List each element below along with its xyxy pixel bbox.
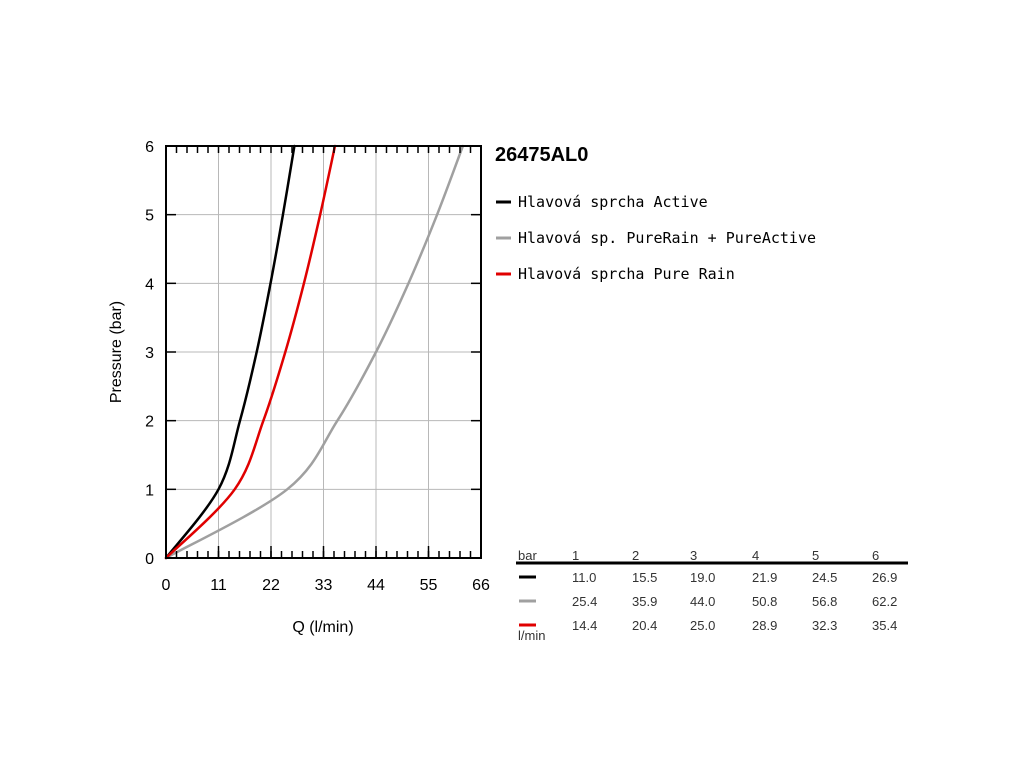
series-curves [164, 144, 465, 560]
table-cell: 20.4 [632, 618, 657, 633]
y-tick-label: 6 [145, 139, 154, 156]
table-cell: 44.0 [690, 594, 715, 609]
table-cell: 50.8 [752, 594, 777, 609]
table-cell: 32.3 [812, 618, 837, 633]
x-axis-label: Q (l/min) [292, 619, 353, 636]
table-cell: 25.0 [690, 618, 715, 633]
table-cell: 26.9 [872, 570, 897, 585]
y-tick-label: 4 [145, 276, 154, 293]
x-tick-label: 0 [162, 577, 171, 594]
legend-label-1: Hlavová sprcha Active [518, 193, 708, 211]
table-cell: 19.0 [690, 570, 715, 585]
table-cell: 24.5 [812, 570, 837, 585]
x-tick-label: 11 [210, 577, 227, 594]
chart-title: 26475AL0 [495, 144, 588, 166]
table-cell: 62.2 [872, 594, 897, 609]
x-tick-label: 55 [420, 577, 438, 594]
table-header-unit: bar [518, 548, 537, 563]
legend-label-2: Hlavová sp. PureRain + PureActive [518, 229, 816, 247]
y-tick-label: 0 [145, 551, 154, 568]
table-unit-label: l/min [518, 628, 545, 643]
table-cell: 56.8 [812, 594, 837, 609]
legend-label-3: Hlavová sprcha Pure Rain [518, 265, 735, 283]
table-header-cell: 6 [872, 548, 879, 563]
series-line-1 [164, 144, 296, 560]
data-table: bar 1 2 3 4 5 6 11.0 15.5 19.0 21.9 24.5 26.9 25.4 35.… [516, 548, 908, 643]
x-tick-label: 44 [367, 577, 385, 594]
series-line-3 [164, 144, 337, 560]
x-tick-label: 22 [262, 577, 280, 594]
table-cell: 35.9 [632, 594, 657, 609]
series-line-2 [164, 144, 465, 560]
x-tick-label: 33 [315, 577, 333, 594]
table-cell: 25.4 [572, 594, 597, 609]
y-tick-label: 3 [145, 345, 154, 362]
table-header-cell: 1 [572, 548, 579, 563]
x-tick-label: 66 [472, 577, 490, 594]
table-header-cell: 4 [752, 548, 759, 563]
tick-labels: 0 11 22 33 44 55 66 0 1 2 3 4 5 6 [145, 139, 490, 594]
table-header-cell: 5 [812, 548, 819, 563]
table-cell: 21.9 [752, 570, 777, 585]
y-axis-label: Pressure (bar) [108, 301, 125, 403]
axis-ticks [165, 145, 482, 559]
table-cell: 28.9 [752, 618, 777, 633]
legend: Hlavová sprcha Active Hlavová sp. PureRai… [496, 193, 816, 283]
table-header-cell: 2 [632, 548, 639, 563]
table-cell: 14.4 [572, 618, 597, 633]
y-tick-label: 5 [145, 208, 154, 225]
y-tick-label: 2 [145, 414, 154, 431]
table-header-cell: 3 [690, 548, 697, 563]
table-cell: 35.4 [872, 618, 897, 633]
table-cell: 11.0 [572, 570, 596, 585]
table-cell: 15.5 [632, 570, 657, 585]
y-tick-label: 1 [145, 482, 154, 499]
